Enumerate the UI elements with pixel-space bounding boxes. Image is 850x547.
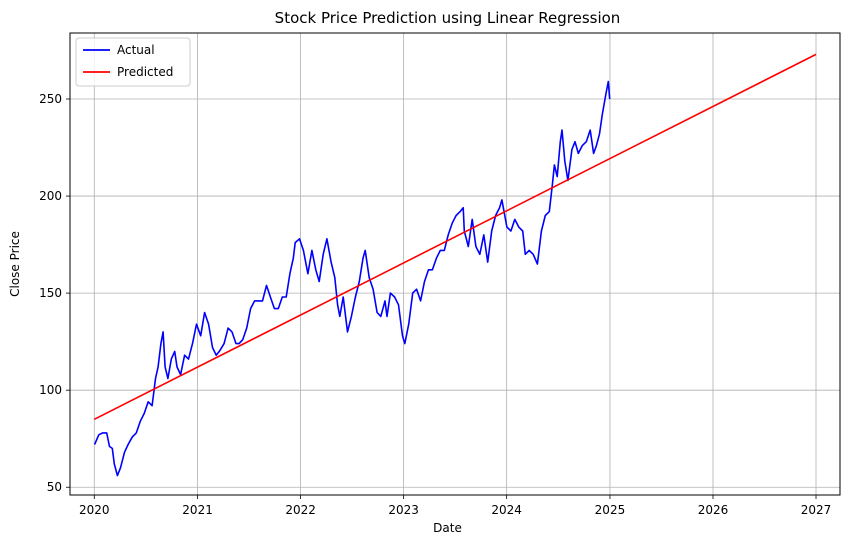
series-line-predicted (93, 53, 817, 421)
plot-frame (69, 32, 841, 496)
plot-area (93, 53, 817, 477)
y-tick-label: 50 (47, 480, 62, 494)
x-tick-label: 2020 (79, 503, 110, 517)
x-tick-label: 2026 (698, 503, 729, 517)
legend-label-predicted: Predicted (117, 65, 173, 79)
x-tick-label: 2024 (491, 503, 522, 517)
x-tick-label: 2027 (801, 503, 832, 517)
x-tick-label: 2023 (388, 503, 419, 517)
legend-label-actual: Actual (117, 43, 155, 57)
y-axis-label: Close Price (8, 231, 22, 297)
y-axis: 50 100 150 200 250 (39, 92, 70, 494)
x-tick-label: 2021 (182, 503, 213, 517)
legend: Actual Predicted (75, 37, 191, 87)
x-axis: 2020 2021 2022 2023 2024 2025 2026 2027 (79, 495, 831, 517)
x-axis-label: Date (433, 521, 462, 535)
chart-title: Stock Price Prediction using Linear Regr… (275, 9, 621, 27)
grid-lines (70, 33, 840, 495)
series-line-actual (93, 80, 611, 477)
x-tick-label: 2025 (595, 503, 626, 517)
y-tick-label: 250 (39, 92, 62, 106)
y-tick-label: 200 (39, 189, 62, 203)
y-tick-label: 150 (39, 286, 62, 300)
x-tick-label: 2022 (285, 503, 316, 517)
y-tick-label: 100 (39, 383, 62, 397)
